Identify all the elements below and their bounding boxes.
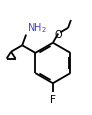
Text: NH$_2$: NH$_2$ [27,21,46,35]
Text: O: O [54,29,62,39]
Text: F: F [50,95,56,104]
